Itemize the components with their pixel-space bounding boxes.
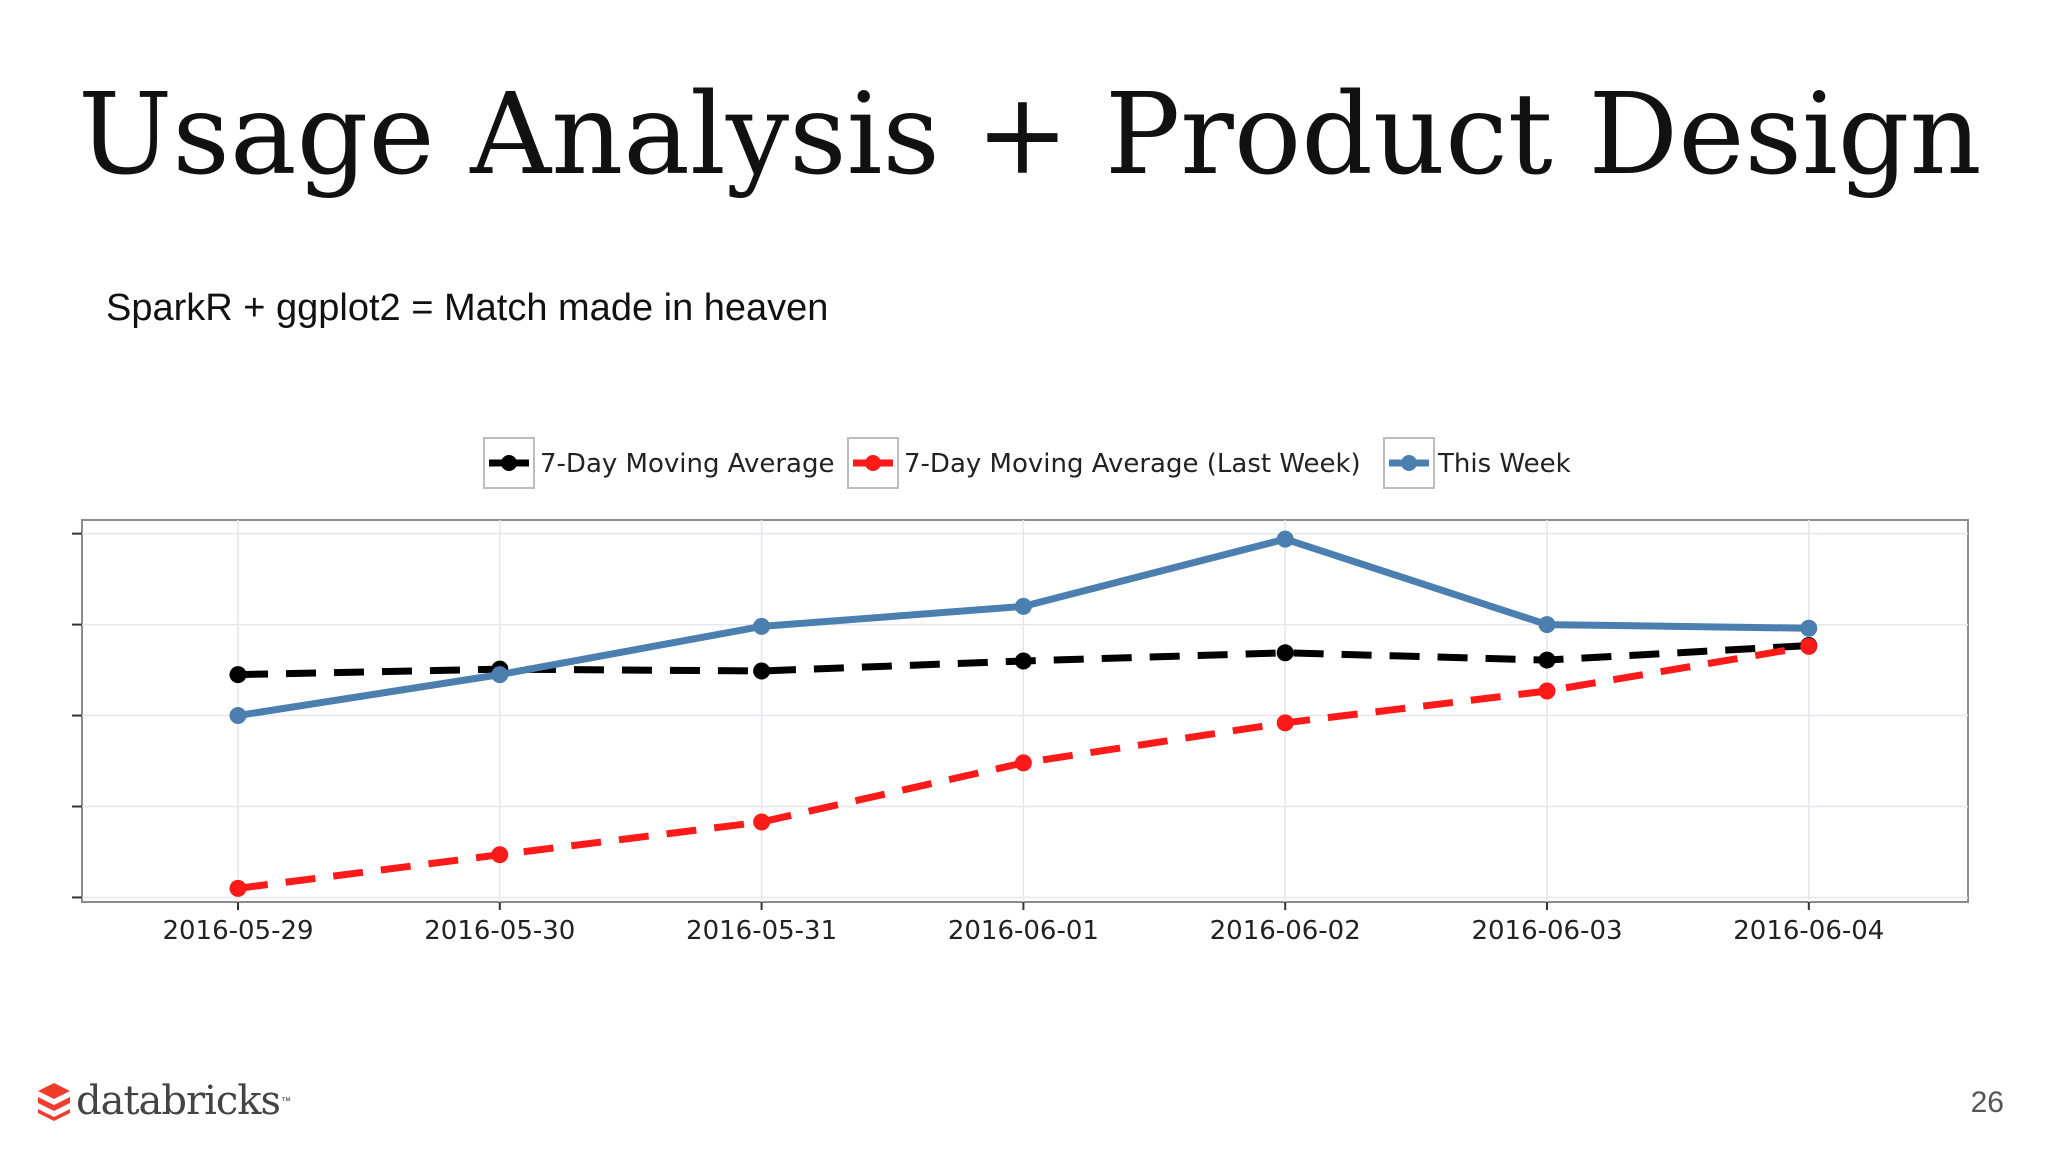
legend-key-marker: [865, 455, 881, 471]
x-tick-label: 2016-05-31: [686, 916, 837, 940]
legend-label: 7-Day Moving Average: [540, 449, 835, 479]
data-point: [1800, 619, 1818, 637]
line-chart: 2016-05-29 2016-05-30 2016-05-31 2016-06-01…: [72, 437, 1969, 940]
logo-trademark: ™: [281, 1095, 292, 1107]
data-point: [1014, 754, 1032, 772]
data-point: [1276, 530, 1294, 548]
data-point: [1276, 644, 1294, 662]
x-tick-label: 2016-06-04: [1733, 916, 1884, 940]
data-point: [753, 813, 771, 831]
data-point: [229, 666, 247, 684]
legend: 7-Day Moving Average 7-Day Moving Average…: [483, 437, 1571, 489]
plot-background: [81, 519, 1969, 903]
data-point: [1014, 652, 1032, 670]
data-point: [491, 666, 509, 684]
legend-key-marker: [1401, 455, 1417, 471]
y-axis-ticks: [72, 532, 82, 899]
logo-text: databricks: [76, 1078, 281, 1124]
x-tick-label: 2016-06-01: [948, 916, 1099, 940]
x-tick-label: 2016-06-02: [1210, 916, 1361, 940]
legend-key-marker: [501, 455, 517, 471]
slide-title: Usage Analysis + Product Design: [78, 70, 1982, 200]
legend-label: This Week: [1437, 449, 1571, 479]
page-number: 26: [1970, 1086, 2004, 1119]
data-point: [753, 617, 771, 635]
x-axis-ticks: 2016-05-29 2016-05-30 2016-05-31 2016-06-01…: [162, 902, 1884, 940]
data-point: [1800, 637, 1818, 655]
data-point: [229, 879, 247, 897]
slide-subtitle: SparkR + ggplot2 = Match made in heaven: [106, 287, 829, 329]
data-point: [1014, 597, 1032, 615]
grid-lines: [82, 520, 1968, 902]
data-point: [1276, 714, 1294, 732]
databricks-logo: databricks ™: [36, 1076, 291, 1126]
legend-label: 7-Day Moving Average (Last Week): [904, 449, 1361, 479]
data-point: [229, 707, 247, 725]
series-lines: [229, 530, 1818, 897]
data-point: [1538, 651, 1556, 669]
data-point: [1538, 682, 1556, 700]
x-tick-label: 2016-05-29: [162, 916, 313, 940]
x-tick-label: 2016-05-30: [424, 916, 575, 940]
data-point: [753, 662, 771, 680]
x-tick-label: 2016-06-03: [1471, 916, 1622, 940]
databricks-stack-icon: [38, 1083, 70, 1121]
data-point: [1538, 616, 1556, 634]
data-point: [491, 846, 509, 864]
